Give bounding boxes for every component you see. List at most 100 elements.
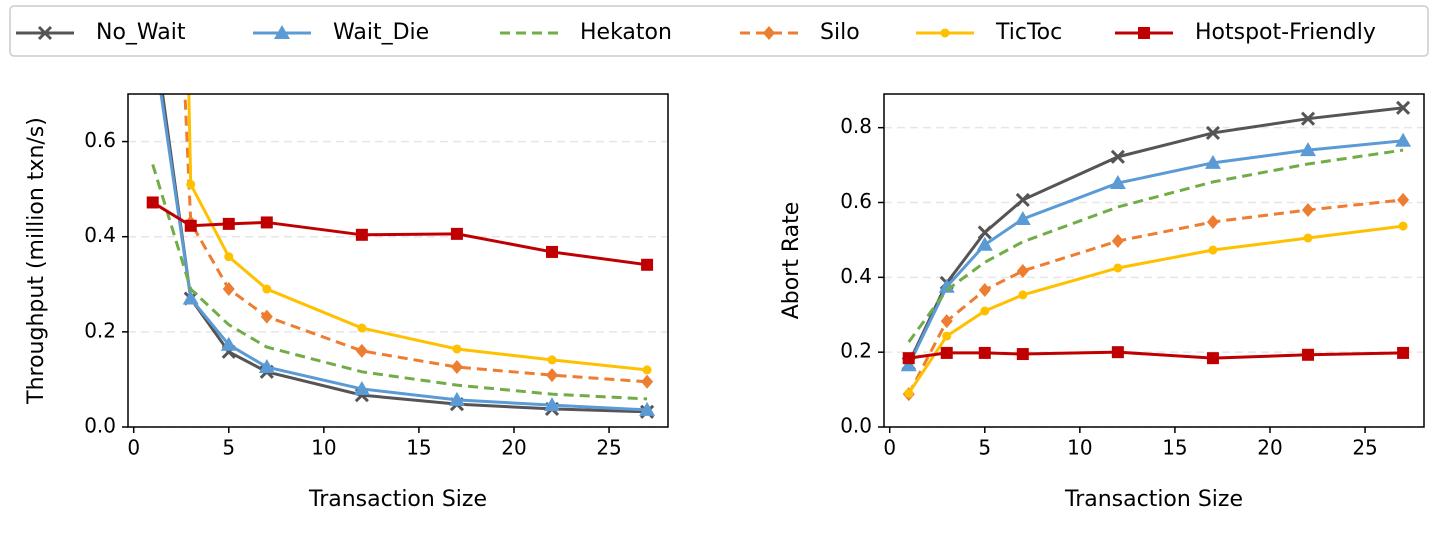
series-line [907,224,1404,395]
marker [274,25,290,39]
marker [976,236,993,251]
marker [544,397,561,412]
y-tick-label: 0.0 [840,414,872,438]
marker [260,309,273,324]
marker [222,217,235,230]
marker [448,391,465,406]
marker [641,258,654,271]
marker [260,216,273,229]
marker [146,196,159,209]
marker [222,282,235,297]
series-line [187,94,648,372]
x-tick-label: 10 [311,436,336,460]
marker [1205,125,1221,140]
marker [224,252,234,262]
series-line [183,94,648,384]
y-axis-label: Throughput (million txn/s) [24,117,49,405]
x-tick-label: 0 [883,436,896,460]
x-tick-label: 25 [1352,436,1377,460]
marker [1111,234,1124,249]
marker [357,323,367,333]
marker [1206,352,1219,365]
marker [940,28,950,38]
marker [1111,346,1124,359]
series-line [908,350,1404,360]
marker [978,283,991,298]
plot-area [900,100,1412,402]
marker [1138,27,1150,39]
marker [1300,142,1317,157]
marker [1302,348,1315,361]
series-line [907,106,1404,365]
marker [450,360,463,375]
y-tick-label: 0.4 [840,264,872,288]
marker [904,388,914,398]
y-tick-label: 0.8 [840,114,872,138]
marker [220,336,237,351]
marker [942,331,952,341]
x-tick-label: 0 [127,436,140,460]
marker [1016,263,1029,278]
y-tick-label: 0.0 [84,414,116,438]
x-axis-label: Transaction Size [308,487,487,512]
series-line [151,201,648,267]
marker [938,278,955,293]
marker [1016,348,1029,361]
marker [1395,132,1412,147]
marker [37,25,53,41]
marker [641,374,654,389]
series-line [159,94,648,412]
marker [262,284,272,294]
series-line [907,198,1404,395]
plot-area [146,94,656,419]
marker [1303,233,1313,243]
marker [258,359,275,374]
marker [184,219,197,232]
marker [900,357,917,372]
marker [940,314,953,329]
legend-label: Hotspot-Friendly [1195,20,1376,45]
marker [452,344,462,354]
marker [902,352,915,365]
legend-label: Silo [820,20,860,45]
marker [182,290,199,305]
x-tick-label: 5 [978,436,991,460]
legend-label: Wait_Die [333,20,429,45]
marker [642,365,652,375]
marker [1018,290,1028,300]
marker [940,346,953,359]
y-tick-label: 0.6 [840,189,872,213]
x-tick-label: 5 [222,436,235,460]
axes-frame [883,93,1425,428]
marker [980,306,990,316]
series-line [907,148,1404,343]
series-line [907,139,1404,366]
x-tick-label: 15 [406,436,431,460]
marker [1396,100,1411,115]
axes-frame [127,93,669,428]
marker [546,368,559,383]
marker [186,179,196,189]
marker [1398,221,1408,231]
y-axis-label: Abort Rate [779,202,804,320]
x-tick-label: 20 [501,436,526,460]
marker [1300,111,1316,126]
marker [547,355,557,365]
series-line [151,163,648,401]
marker [1302,202,1315,217]
legend-label: Hekaton [580,20,672,45]
marker [450,227,463,240]
x-tick-label: 10 [1067,436,1092,460]
marker [978,346,991,359]
y-tick-label: 0.4 [84,223,116,247]
marker [1206,214,1219,229]
marker [1015,192,1030,207]
marker [355,343,368,358]
x-tick-label: 20 [1257,436,1282,460]
marker [1014,210,1031,225]
legend-label: No_Wait [96,20,186,45]
marker [639,401,656,416]
legend-box [9,5,1429,57]
x-axis-label: Transaction Size [1064,487,1243,512]
y-tick-label: 0.6 [84,128,116,152]
